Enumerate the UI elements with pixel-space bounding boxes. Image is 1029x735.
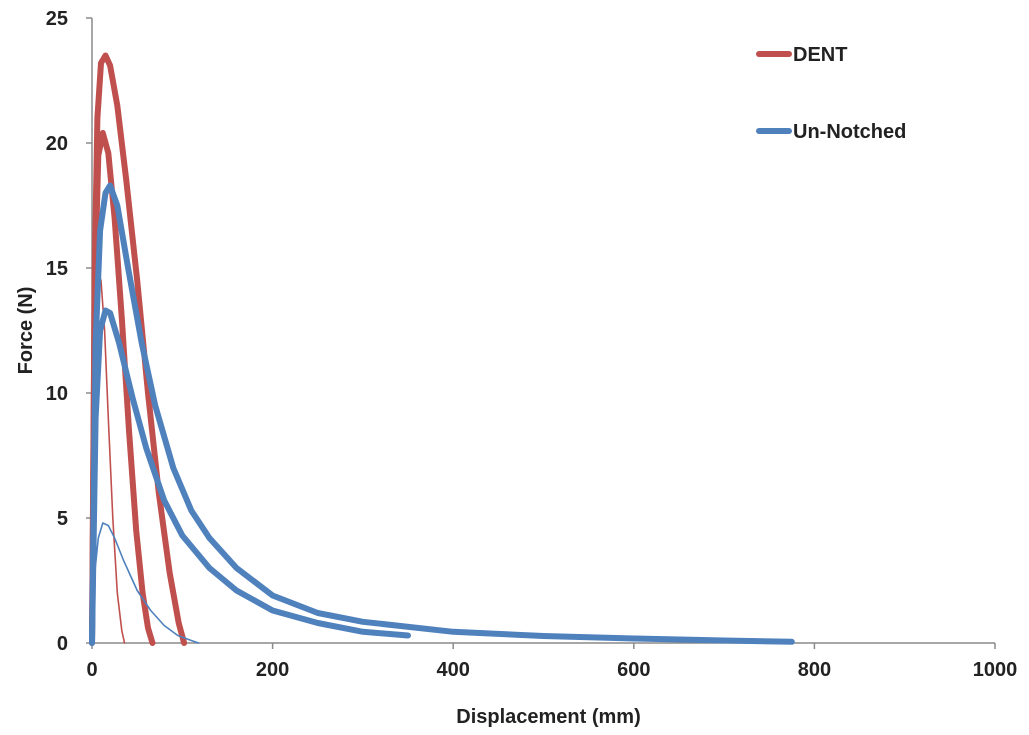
x-tick-label: 200 xyxy=(256,659,289,681)
series-line-un-notched-4 xyxy=(89,307,411,646)
x-tick-label: 400 xyxy=(437,659,470,681)
y-tick-label: 15 xyxy=(46,258,68,280)
series-line-dent-0 xyxy=(89,52,188,646)
legend-label-dent: DENT xyxy=(793,44,847,66)
legend-label-un-notched: Un-Notched xyxy=(793,121,906,143)
x-axis-title: Displacement (mm) xyxy=(456,706,641,728)
series-layer xyxy=(89,52,795,646)
y-axis-title: Force (N) xyxy=(15,287,37,375)
y-tick-label: 20 xyxy=(46,133,68,155)
y-tick-label: 10 xyxy=(46,383,68,405)
legend: DENT Un-Notched xyxy=(756,44,906,143)
y-tick-label: 5 xyxy=(57,508,68,530)
x-tick-label: 0 xyxy=(86,659,97,681)
y-tick-label: 25 xyxy=(46,8,68,30)
y-tick-label: 0 xyxy=(57,633,68,655)
series-line-un-notched-5 xyxy=(91,522,200,644)
x-tick-label: 800 xyxy=(798,659,831,681)
ticks: 0 200 400 600 800 1000 0 5 10 15 20 25 xyxy=(46,8,1018,681)
series-line-un-notched-3 xyxy=(89,182,795,646)
x-tick-label: 600 xyxy=(617,659,650,681)
axes xyxy=(91,18,995,644)
x-tick-label: 1000 xyxy=(973,659,1018,681)
